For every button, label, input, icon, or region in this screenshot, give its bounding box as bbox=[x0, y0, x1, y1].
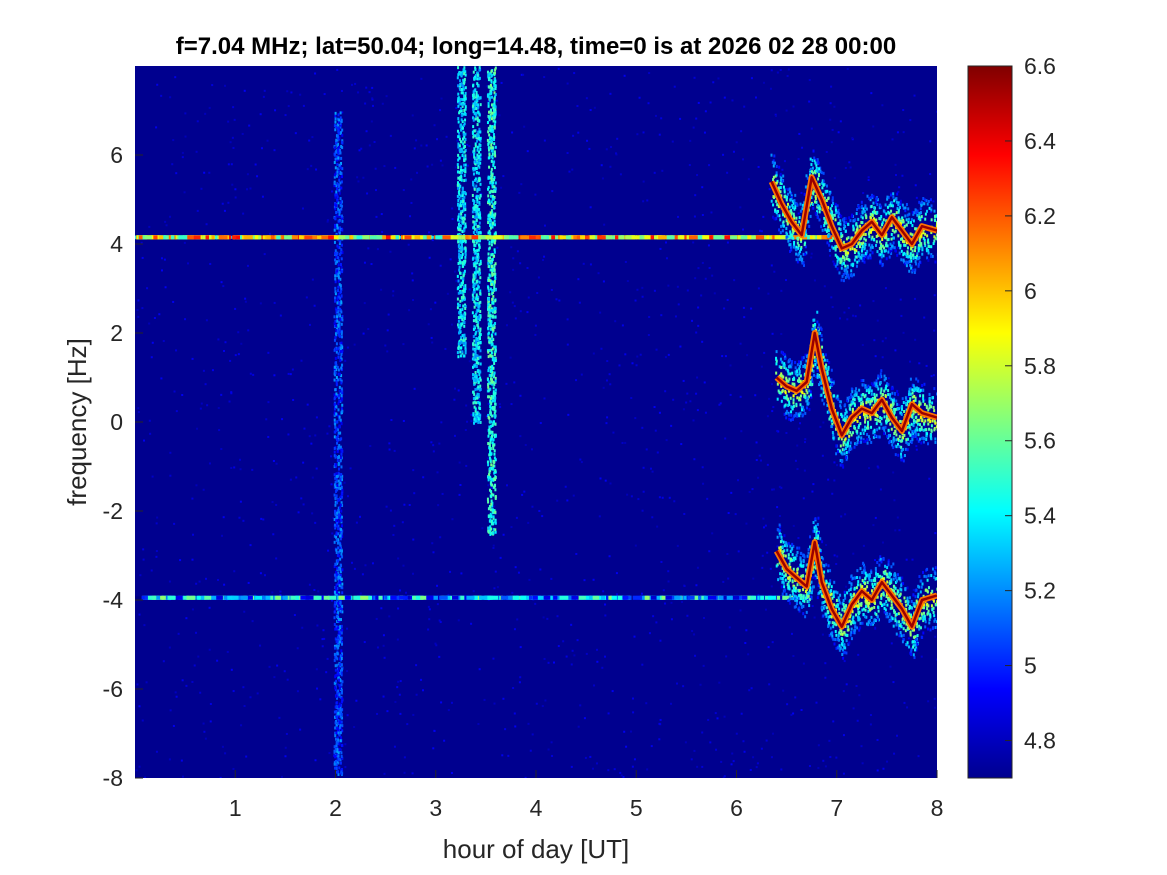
y-tick-label: -8 bbox=[103, 765, 123, 791]
horizontal-line-0 bbox=[135, 235, 835, 240]
colorbar-tick-label: 5.4 bbox=[1024, 503, 1056, 529]
y-tick-label: -4 bbox=[103, 587, 124, 613]
x-tick-label: 5 bbox=[630, 795, 643, 821]
y-axis-label: frequency [Hz] bbox=[62, 338, 92, 506]
doppler-trace-1 bbox=[774, 310, 937, 469]
colorbar-tick-label: 6.2 bbox=[1024, 203, 1056, 229]
colorbar-tick-label: 4.8 bbox=[1024, 728, 1056, 754]
y-axis: -8 -6 -4 -2 0 2 4 6 bbox=[103, 142, 143, 791]
vertical-band-2 bbox=[471, 66, 482, 425]
colorbar-tick-label: 5.6 bbox=[1024, 428, 1056, 454]
colorbar-tick-label: 5.8 bbox=[1024, 353, 1056, 379]
x-tick-label: 6 bbox=[730, 795, 743, 821]
colorbar-tick-label: 5.2 bbox=[1024, 578, 1056, 604]
colorbar-tick-label: 6.6 bbox=[1024, 53, 1056, 79]
doppler-trace-0 bbox=[768, 149, 937, 283]
colorbar-frame bbox=[967, 65, 1013, 779]
colorbar-gradient bbox=[968, 66, 1012, 778]
x-tick-label: 2 bbox=[329, 795, 342, 821]
x-tick-label: 1 bbox=[229, 795, 242, 821]
y-tick-label: -2 bbox=[103, 498, 123, 524]
colorbar-tick-label: 5 bbox=[1024, 653, 1037, 679]
doppler-trace-2 bbox=[773, 516, 937, 660]
y-tick-label: 4 bbox=[110, 231, 123, 257]
colorbar: 4.8 5 5.2 5.4 5.6 5.8 6 6.2 6.4 6.6 bbox=[967, 53, 1056, 779]
vertical-band-3 bbox=[486, 66, 497, 536]
x-tick-label: 3 bbox=[429, 795, 442, 821]
x-tick-label: 4 bbox=[530, 795, 543, 821]
vertical-band-1 bbox=[456, 66, 467, 359]
colorbar-ticks: 4.8 5 5.2 5.4 5.6 5.8 6 6.2 6.4 6.6 bbox=[1005, 53, 1056, 754]
y-tick-label: -6 bbox=[103, 676, 123, 702]
colorbar-tick-label: 6.4 bbox=[1024, 128, 1056, 154]
horizontal-line-1 bbox=[135, 595, 813, 600]
plot-area bbox=[135, 66, 937, 778]
x-axis: 1 2 3 4 5 6 7 8 bbox=[229, 770, 944, 821]
heatmap-layer bbox=[135, 66, 937, 778]
vertical-band-0 bbox=[333, 111, 344, 777]
chart-title: f=7.04 MHz; lat=50.04; long=14.48, time=… bbox=[176, 33, 896, 60]
colorbar-tick-label: 6 bbox=[1024, 278, 1037, 304]
x-axis-label: hour of day [UT] bbox=[443, 834, 629, 864]
y-tick-label: 2 bbox=[110, 320, 123, 346]
x-tick-label: 7 bbox=[830, 795, 843, 821]
plot-background bbox=[135, 66, 937, 778]
y-tick-label: 0 bbox=[110, 409, 123, 435]
x-tick-label: 8 bbox=[931, 795, 944, 821]
y-tick-label: 6 bbox=[110, 142, 123, 168]
